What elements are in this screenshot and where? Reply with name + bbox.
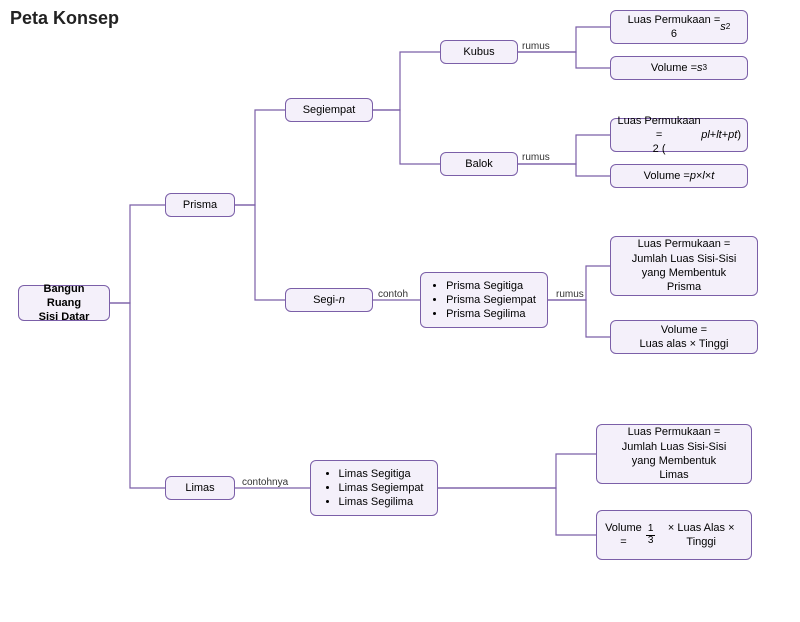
node-root: Bangun RuangSisi Datar bbox=[18, 285, 110, 321]
connector-5 bbox=[373, 110, 440, 164]
node-limas: Limas bbox=[165, 476, 235, 500]
edge-label-l4: rumus bbox=[556, 289, 584, 300]
connector-4 bbox=[373, 52, 440, 110]
connector-2 bbox=[235, 110, 285, 205]
page-title: Peta Konsep bbox=[10, 8, 119, 29]
node-kubus_v: Volume = s3 bbox=[610, 56, 748, 80]
node-kubus_lp: Luas Permukaan =6 s2 bbox=[610, 10, 748, 44]
connector-9 bbox=[518, 164, 610, 176]
connector-15 bbox=[438, 488, 596, 535]
node-segiempat: Segiempat bbox=[285, 98, 373, 122]
edge-label-l3: contoh bbox=[378, 289, 408, 300]
connector-3 bbox=[235, 205, 285, 300]
node-prisma_list: Prisma SegitigaPrisma SegiempatPrisma Se… bbox=[420, 272, 548, 328]
connector-1 bbox=[110, 303, 165, 488]
node-kubus: Kubus bbox=[440, 40, 518, 64]
connector-7 bbox=[518, 52, 610, 68]
node-balok_v: Volume = p × l × t bbox=[610, 164, 748, 188]
node-balok: Balok bbox=[440, 152, 518, 176]
node-prisma_lp: Luas Permukaan =Jumlah Luas Sisi-Sisiyan… bbox=[610, 236, 758, 296]
node-segin: Segi-n bbox=[285, 288, 373, 312]
edge-label-l5: contohnya bbox=[242, 477, 288, 488]
node-prisma: Prisma bbox=[165, 193, 235, 217]
node-limas_v: Volume =13 × Luas Alas × Tinggi bbox=[596, 510, 752, 560]
node-balok_lp: Luas Permukaan =2 (pl + lt + pt) bbox=[610, 118, 748, 152]
connector-14 bbox=[438, 454, 596, 488]
connector-0 bbox=[110, 205, 165, 303]
node-limas_list: Limas SegitigaLimas SegiempatLimas Segil… bbox=[310, 460, 438, 516]
edge-label-l2: rumus bbox=[522, 152, 550, 163]
node-limas_lp: Luas Permukaan =Jumlah Luas Sisi-Sisiyan… bbox=[596, 424, 752, 484]
connector-12 bbox=[548, 300, 610, 337]
edge-label-l1: rumus bbox=[522, 41, 550, 52]
node-prisma_v: Volume =Luas alas × Tinggi bbox=[610, 320, 758, 354]
